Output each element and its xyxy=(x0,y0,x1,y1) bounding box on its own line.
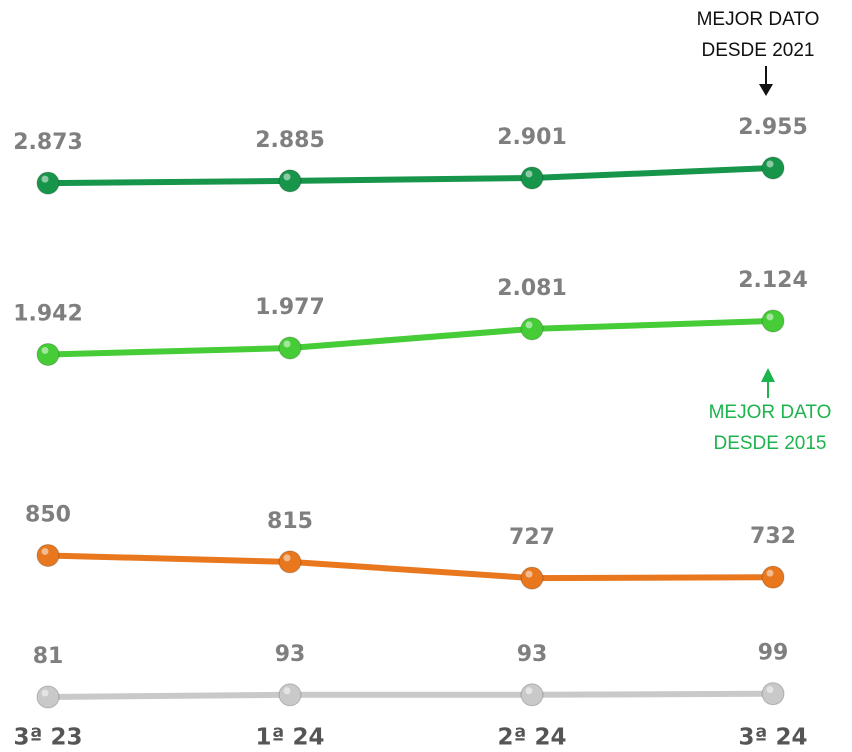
x-tick-label: 2ª 24 xyxy=(498,725,567,751)
point-highlight xyxy=(283,687,291,695)
annotation: DESDE 2015 xyxy=(713,433,826,454)
data-label: 1.942 xyxy=(13,301,83,326)
point-highlight xyxy=(41,346,49,354)
data-point xyxy=(520,317,544,341)
data-point xyxy=(278,550,302,574)
data-label: 2.885 xyxy=(255,128,325,153)
x-tick-label: 1ª 24 xyxy=(256,725,325,751)
data-point xyxy=(36,543,60,567)
annotation: DESDE 2021 xyxy=(701,40,814,61)
data-point xyxy=(761,309,785,333)
data-label: 2.901 xyxy=(497,125,567,150)
data-point xyxy=(278,169,302,193)
data-label: 727 xyxy=(509,525,555,550)
data-label: 2.873 xyxy=(13,130,83,155)
data-label: 850 xyxy=(25,502,71,527)
data-point xyxy=(278,683,302,707)
point-highlight xyxy=(283,340,291,348)
data-point xyxy=(520,683,544,707)
point-highlight xyxy=(525,687,533,695)
point-highlight xyxy=(766,160,774,168)
data-point xyxy=(520,566,544,590)
data-label: 1.977 xyxy=(255,295,325,320)
data-label: 81 xyxy=(33,644,64,669)
x-tick-label: 3ª 23 xyxy=(14,725,83,751)
point-highlight xyxy=(41,175,49,183)
point-highlight xyxy=(766,569,774,577)
series-line xyxy=(45,690,776,700)
data-label: 93 xyxy=(275,642,306,667)
data-point xyxy=(36,685,60,709)
series-line xyxy=(45,317,776,358)
data-label: 2.081 xyxy=(497,276,567,301)
point-highlight xyxy=(283,554,291,562)
point-highlight xyxy=(41,547,49,555)
data-label: 732 xyxy=(750,524,796,549)
point-highlight xyxy=(766,313,774,321)
series-line xyxy=(45,165,776,187)
data-label: 815 xyxy=(267,509,313,534)
point-highlight xyxy=(525,570,533,578)
data-point xyxy=(36,342,60,366)
data-point xyxy=(761,682,785,706)
annotation: MEJOR DATO xyxy=(697,9,820,30)
data-label: 99 xyxy=(758,641,789,666)
annotation-arrowhead xyxy=(761,368,775,382)
data-point xyxy=(761,156,785,180)
data-point xyxy=(520,166,544,190)
point-highlight xyxy=(525,170,533,178)
annotation-arrowhead xyxy=(759,84,773,96)
annotation: MEJOR DATO xyxy=(709,402,832,423)
data-label: 2.955 xyxy=(738,115,808,140)
data-label: 93 xyxy=(517,642,548,667)
point-highlight xyxy=(41,689,49,697)
point-highlight xyxy=(525,321,533,329)
data-label: 2.124 xyxy=(738,268,808,293)
data-point xyxy=(36,171,60,195)
point-highlight xyxy=(283,173,291,181)
point-highlight xyxy=(766,686,774,694)
series-line xyxy=(45,552,776,582)
data-point xyxy=(761,565,785,589)
x-tick-label: 3ª 24 xyxy=(739,725,808,751)
data-point xyxy=(278,336,302,360)
